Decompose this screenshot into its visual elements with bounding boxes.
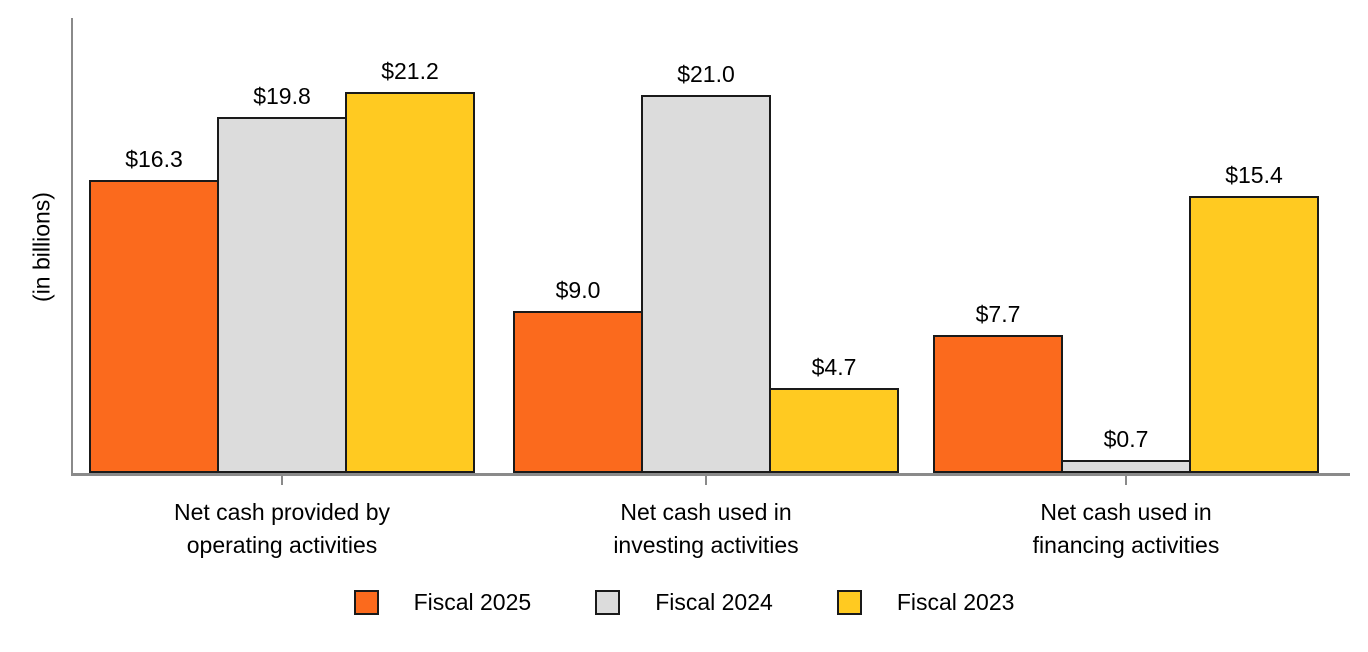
x-axis-label-line: Net cash provided by xyxy=(173,499,391,525)
x-axis-tick xyxy=(1125,476,1127,485)
legend: Fiscal 2025 Fiscal 2024 Fiscal 2023 xyxy=(0,582,1368,622)
bar-value-label-fiscal-2025-group1: $16.3 xyxy=(125,146,183,172)
legend-swatch-fiscal-2023 xyxy=(836,589,862,615)
legend-label-fiscal-2024: Fiscal 2024 xyxy=(655,588,773,615)
bar-slot: $7.7 xyxy=(933,18,1063,473)
bar-slot: $21.2 xyxy=(345,18,475,473)
x-axis-label-line: Net cash used in xyxy=(620,499,792,525)
legend-item-fiscal-2024: Fiscal 2024 xyxy=(595,588,773,615)
bar-value-label-fiscal-2023-group3: $15.4 xyxy=(1225,162,1283,188)
bar-value-label-fiscal-2024-group1: $19.8 xyxy=(253,83,311,109)
bar-value-label-fiscal-2023-group1: $21.2 xyxy=(381,58,439,84)
x-axis-label-2: Net cash used in investing activities xyxy=(546,496,866,562)
bar-fiscal-2025-group1 xyxy=(89,180,219,473)
bar-value-label-fiscal-2024-group3: $0.7 xyxy=(1103,426,1149,452)
bar-fiscal-2024-group1 xyxy=(217,117,347,473)
x-axis-label-1: Net cash provided by operating activities xyxy=(122,496,442,562)
x-axis-tick xyxy=(281,476,283,485)
bar-value-label-fiscal-2025-group2: $9.0 xyxy=(555,277,601,303)
x-axis-label-line: financing activities xyxy=(1032,532,1220,558)
bar-group-operating: $16.3 $19.8 $21.2 xyxy=(89,18,479,473)
bar-fiscal-2023-group2 xyxy=(769,388,899,473)
bar-group-financing: $7.7 $0.7 $15.4 xyxy=(933,18,1323,473)
bar-value-label-fiscal-2024-group2: $21.0 xyxy=(677,61,735,87)
bar-slot: $0.7 xyxy=(1061,18,1191,473)
x-axis-label-line: Net cash used in xyxy=(1040,499,1212,525)
legend-swatch-fiscal-2025 xyxy=(353,589,379,615)
bar-fiscal-2025-group2 xyxy=(513,311,643,473)
bar-slot: $21.0 xyxy=(641,18,771,473)
bar-fiscal-2023-group3 xyxy=(1189,196,1319,473)
bar-value-label-fiscal-2025-group3: $7.7 xyxy=(975,301,1021,327)
legend-label-fiscal-2023: Fiscal 2023 xyxy=(896,588,1015,615)
bar-slot: $15.4 xyxy=(1189,18,1319,473)
bar-group-investing: $9.0 $21.0 $4.7 xyxy=(513,18,903,473)
bar-slot: $16.3 xyxy=(89,18,219,473)
y-axis-label: (in billions) xyxy=(28,192,55,302)
x-axis-label-line: operating activities xyxy=(186,532,378,558)
legend-item-fiscal-2023: Fiscal 2023 xyxy=(836,588,1015,615)
x-axis-tick xyxy=(705,476,707,485)
x-axis-labels: Net cash provided by operating activities… xyxy=(73,496,1349,568)
bar-value-label-fiscal-2023-group2: $4.7 xyxy=(811,354,857,380)
legend-swatch-fiscal-2024 xyxy=(595,589,621,615)
legend-item-fiscal-2025: Fiscal 2025 xyxy=(353,588,532,615)
bar-fiscal-2024-group3 xyxy=(1061,460,1191,473)
x-axis-label-3: Net cash used in financing activities xyxy=(966,496,1286,562)
bar-fiscal-2024-group2 xyxy=(641,95,771,473)
bar-slot: $19.8 xyxy=(217,18,347,473)
legend-label-fiscal-2025: Fiscal 2025 xyxy=(413,588,532,615)
bar-fiscal-2023-group1 xyxy=(345,92,475,473)
bar-fiscal-2025-group3 xyxy=(933,335,1063,473)
bar-slot: $4.7 xyxy=(769,18,899,473)
bar-slot: $9.0 xyxy=(513,18,643,473)
x-axis-label-line: investing activities xyxy=(613,532,799,558)
plot-area: $16.3 $19.8 $21.2 $9.0 $21.0 $4.7 $7.7 $0.7 $15.… xyxy=(71,18,1350,485)
